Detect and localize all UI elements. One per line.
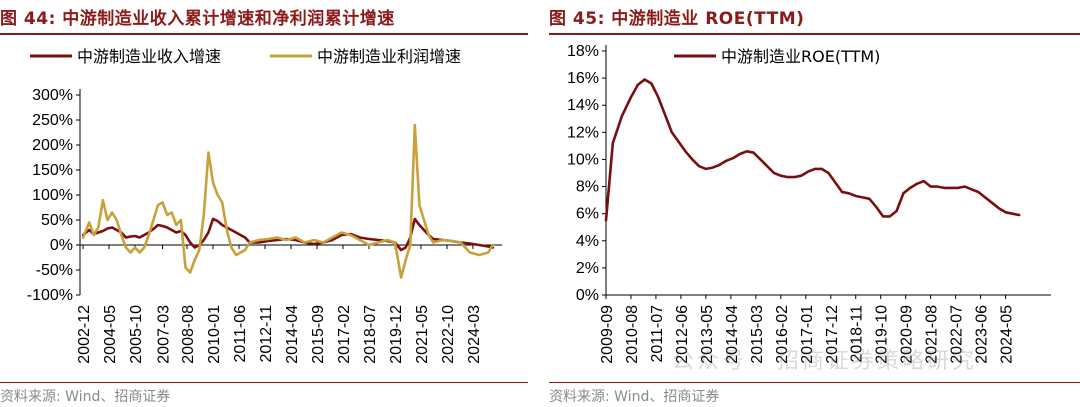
right-chart-panel: 图 45: 中游制造业 ROE(TTM) 0% 2% 4% 6% 8% 10% 12% 14%…	[549, 0, 1080, 407]
y-tick-label: 200%	[32, 137, 73, 154]
x-tick-label: 2005-10	[128, 305, 145, 364]
x-tick-label: 2008-08	[180, 305, 197, 364]
right-title-divider	[549, 33, 1080, 35]
x-tick-label: 2020-09	[899, 305, 916, 364]
y-tick-label: 0%	[576, 287, 599, 304]
y-tick-label: 14%	[567, 97, 599, 114]
x-tick-label: 2013-05	[699, 305, 716, 364]
x-tick-label: 2022-07	[949, 305, 966, 364]
y-tick-label: 8%	[576, 179, 599, 196]
x-tick-label: 2018-11	[849, 305, 866, 363]
x-tick-label: 2014-04	[284, 305, 301, 364]
x-tick-label: 2010-08	[624, 305, 641, 364]
series-line-1	[604, 78, 1021, 222]
x-tick-label: 2012-11	[258, 305, 275, 363]
right-chart-svg: 0% 2% 4% 6% 8% 10% 12% 14% 16% 18% 2009-09 2010-08 2…	[567, 43, 1051, 364]
x-tick-label: 2017-01	[799, 305, 816, 364]
x-tick-label: 2002-12	[76, 305, 93, 364]
series-line-1	[81, 217, 495, 252]
x-tick-label: 2010-01	[206, 305, 223, 364]
left-chart-panel: 图 44: 中游制造业收入累计增速和净利润累计增速 -100% -50% 0% 50%…	[0, 0, 528, 407]
y-tick-label: 2%	[576, 260, 599, 277]
legend-label-1: 中游制造业收入增速	[77, 47, 221, 66]
left-source-note: 资料来源: Wind、招商证券	[0, 389, 171, 405]
x-tick-label: 2017-02	[336, 305, 353, 364]
y-tick-label: -100%	[27, 287, 73, 304]
left-chart-title: 图 44: 中游制造业收入累计增速和净利润累计增速	[0, 9, 395, 29]
x-tick-label: 2015-09	[310, 305, 327, 364]
x-tick-label: 2012-06	[674, 305, 691, 364]
y-tick-label: 4%	[576, 233, 599, 250]
x-tick-label: 2023-06	[974, 305, 991, 364]
y-tick-label: 300%	[32, 87, 73, 104]
x-tick-label: 2022-10	[440, 305, 457, 364]
x-tick-label: 2016-02	[774, 305, 791, 364]
series-line-2	[81, 123, 495, 279]
x-tick-label: 2019-12	[388, 305, 405, 364]
y-tick-label: 16%	[567, 70, 599, 87]
y-tick-label: -50%	[36, 262, 73, 279]
y-tick-label: 0%	[50, 237, 73, 254]
right-source-note: 资料来源: Wind、招商证券	[549, 389, 720, 405]
x-tick-label: 2011-07	[649, 305, 666, 363]
y-tick-label: 10%	[567, 151, 599, 168]
x-tick-label: 2018-07	[362, 305, 379, 364]
x-tick-label: 2024-05	[999, 305, 1016, 364]
y-tick-label: 18%	[567, 43, 599, 60]
legend-label-1: 中游制造业ROE(TTM)	[721, 47, 880, 66]
x-tick-label: 2009-09	[599, 305, 616, 364]
x-tick-label: 2007-03	[156, 305, 173, 364]
x-tick-label: 2021-05	[414, 305, 431, 364]
left-chart-svg: -100% -50% 0% 50% 100% 150% 200% 250% 300% 2002-1…	[27, 47, 502, 364]
y-tick-label: 50%	[41, 212, 73, 229]
x-tick-label: 2024-03	[466, 305, 483, 364]
left-source-divider	[0, 382, 528, 383]
legend-label-2: 中游制造业利润增速	[317, 47, 461, 66]
watermark: 公众号 · 招商证券策略研究	[672, 349, 977, 374]
x-tick-label: 2017-12	[824, 305, 841, 364]
x-tick-label: 2004-05	[102, 305, 119, 364]
y-tick-label: 250%	[32, 112, 73, 129]
y-tick-label: 12%	[567, 124, 599, 141]
y-tick-label: 100%	[32, 187, 73, 204]
x-tick-label: 2015-03	[749, 305, 766, 364]
x-tick-label: 2019-10	[874, 305, 891, 364]
right-chart-title: 图 45: 中游制造业 ROE(TTM)	[549, 9, 805, 29]
right-source-divider	[549, 382, 1080, 383]
x-tick-label: 2014-04	[724, 305, 741, 364]
x-tick-label: 2021-08	[924, 305, 941, 364]
x-tick-label: 2011-06	[232, 305, 249, 363]
y-tick-label: 150%	[32, 162, 73, 179]
left-title-divider	[0, 33, 528, 35]
y-tick-label: 6%	[576, 206, 599, 223]
